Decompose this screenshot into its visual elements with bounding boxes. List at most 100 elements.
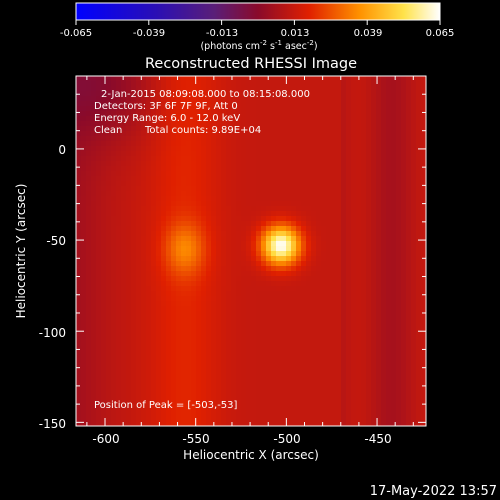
heatmap-cell [161,261,167,267]
heatmap-cell [191,126,197,132]
heatmap-cell [241,306,247,312]
heatmap-cell [401,386,407,392]
heatmap-cell [291,391,297,397]
heatmap-cell [311,211,317,217]
heatmap-cell [161,166,167,172]
heatmap-cell [116,416,122,422]
heatmap-cell [411,241,417,247]
heatmap-cell [171,196,177,202]
heatmap-cell [406,171,412,177]
heatmap-cell [361,411,367,417]
heatmap-cell [416,401,422,407]
heatmap-cell [321,411,327,417]
heatmap-cell [276,196,282,202]
heatmap-cell [401,411,407,417]
heatmap-cell [96,356,102,362]
heatmap-cell [291,161,297,167]
heatmap-cell [206,86,212,92]
heatmap-cell [266,256,272,262]
heatmap-cell [151,246,157,252]
heatmap-cell [226,291,232,297]
heatmap-cell [251,391,257,397]
heatmap-cell [176,206,182,212]
heatmap-cell [96,186,102,192]
heatmap-cell [226,176,232,182]
heatmap-cell [386,126,392,132]
heatmap-cell [321,356,327,362]
heatmap-cell [416,221,422,227]
heatmap-cell [76,136,82,142]
heatmap-cell [366,336,372,342]
heatmap-cell [181,86,187,92]
heatmap-cell [161,206,167,212]
heatmap-cell [391,91,397,97]
heatmap-cell [246,196,252,202]
heatmap-cell [116,396,122,402]
heatmap-cell [156,116,162,122]
heatmap-cell [286,211,292,217]
heatmap-cell [341,191,347,197]
heatmap-cell [236,201,242,207]
heatmap-cell [166,276,172,282]
heatmap-cell [326,111,332,117]
heatmap-cell [321,181,327,187]
heatmap-cell [176,371,182,377]
heatmap-cell [196,211,202,217]
heatmap-cell [286,286,292,292]
heatmap-cell [101,376,107,382]
heatmap-cell [286,246,292,252]
heatmap-cell [146,216,152,222]
heatmap-cell [136,341,142,347]
heatmap-cell [236,251,242,257]
heatmap-cell [176,421,182,426]
heatmap-cell [221,236,227,242]
heatmap-cell [226,271,232,277]
heatmap-cell [226,201,232,207]
heatmap-cell [301,126,307,132]
heatmap [76,76,426,426]
heatmap-cell [76,291,82,297]
heatmap-cell [206,116,212,122]
heatmap-cell [336,391,342,397]
heatmap-cell [111,266,117,272]
heatmap-cell [406,366,412,372]
heatmap-cell [171,121,177,127]
heatmap-cell [276,81,282,87]
heatmap-cell [101,146,107,152]
heatmap-cell [91,396,97,402]
heatmap-cell [291,201,297,207]
heatmap-cell [241,376,247,382]
heatmap-cell [171,231,177,237]
heatmap-cell [381,206,387,212]
heatmap-cell [366,421,372,426]
heatmap-cell [186,96,192,102]
heatmap-cell [391,341,397,347]
heatmap-cell [126,196,132,202]
heatmap-cell [191,121,197,127]
heatmap-cell [146,106,152,112]
heatmap-cell [401,336,407,342]
heatmap-cell [321,171,327,177]
heatmap-cell [421,291,426,297]
heatmap-cell [111,351,117,357]
heatmap-cell [356,326,362,332]
heatmap-cell [381,221,387,227]
heatmap-cell [366,131,372,137]
heatmap-cell [251,386,257,392]
heatmap-cell [381,316,387,322]
heatmap-cell [86,311,92,317]
heatmap-cell [396,206,402,212]
heatmap-cell [101,121,107,127]
heatmap-cell [116,241,122,247]
heatmap-cell [226,186,232,192]
heatmap-cell [266,321,272,327]
heatmap-cell [406,151,412,157]
heatmap-cell [276,211,282,217]
heatmap-cell [126,216,132,222]
heatmap-cell [241,166,247,172]
heatmap-cell [216,76,222,82]
heatmap-cell [346,356,352,362]
heatmap-cell [171,341,177,347]
heatmap-cell [376,156,382,162]
heatmap-cell [281,301,287,307]
